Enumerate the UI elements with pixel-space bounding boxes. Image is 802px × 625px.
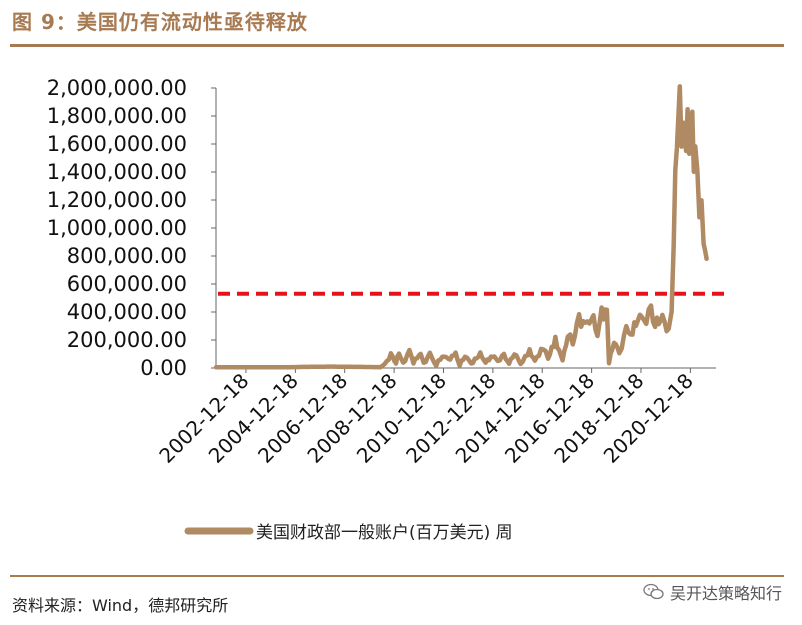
y-tick-label: 1,200,000.00 <box>47 188 187 212</box>
x-axis: 2002-12-182004-12-182006-12-182008-12-18… <box>154 367 716 468</box>
source-note: 资料来源：Wind，德邦研究所 <box>12 596 229 615</box>
legend-label: 美国财政部一般账户(百万美元) 周 <box>256 523 513 543</box>
y-tick-label: 1,800,000.00 <box>47 104 187 128</box>
series-layer <box>213 84 709 370</box>
y-tick-label: 200,000.00 <box>67 328 187 352</box>
y-tick-label: 1,000,000.00 <box>47 216 187 240</box>
y-tick-label: 0.00 <box>140 356 187 380</box>
chart: 0.00 200,000.00 400,000.00 600,000.00 800,00… <box>47 76 730 543</box>
y-tick-label: 800,000.00 <box>67 244 187 268</box>
y-tick-label: 600,000.00 <box>67 272 187 296</box>
chart-title: 图 9：美国仍有流动性亟待释放 <box>12 10 308 34</box>
y-tick-label: 1,600,000.00 <box>47 132 187 156</box>
watermark-text: 吴开达策略知行 <box>669 584 782 603</box>
series-line <box>213 84 709 370</box>
legend: 美国财政部一般账户(百万美元) 周 <box>184 523 513 543</box>
y-axis: 0.00 200,000.00 400,000.00 600,000.00 800,00… <box>47 76 217 380</box>
y-tick-label: 400,000.00 <box>67 300 187 324</box>
top-divider <box>10 44 784 47</box>
bottom-divider <box>10 575 784 577</box>
y-tick-label: 2,000,000.00 <box>47 76 187 100</box>
wechat-icon <box>643 583 664 600</box>
watermark: 吴开达策略知行 <box>643 580 782 604</box>
y-tick-label: 1,400,000.00 <box>47 160 187 184</box>
